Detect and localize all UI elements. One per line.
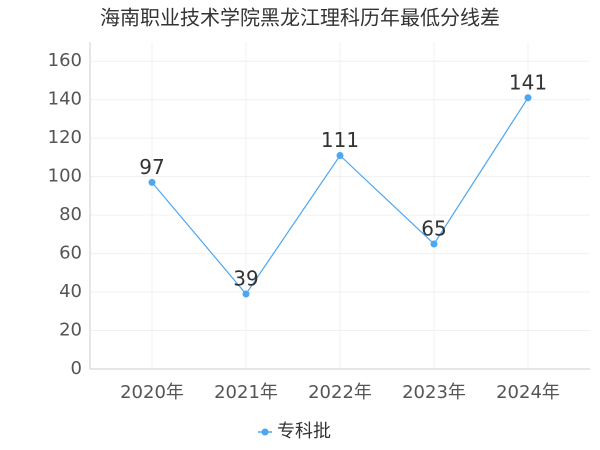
y-tick-label: 140 xyxy=(48,89,82,110)
x-tick-label: 2022年 xyxy=(308,382,372,403)
x-tick-label: 2024年 xyxy=(496,382,560,403)
data-label: 141 xyxy=(509,70,547,94)
chart-title: 海南职业技术学院黑龙江理科历年最低分线差 xyxy=(100,6,500,30)
x-tick-label: 2021年 xyxy=(214,382,278,403)
data-label: 39 xyxy=(233,266,258,290)
point xyxy=(430,240,438,248)
legend-marker xyxy=(261,428,269,436)
point xyxy=(336,151,344,159)
point xyxy=(242,290,250,298)
y-tick-label: 0 xyxy=(71,358,82,379)
point xyxy=(524,94,532,102)
y-tick-label: 80 xyxy=(59,204,82,225)
y-tick-label: 40 xyxy=(59,281,82,302)
x-tick-label: 2023年 xyxy=(402,382,466,403)
data-label: 65 xyxy=(421,216,446,240)
y-tick-label: 100 xyxy=(48,166,82,187)
data-label: 97 xyxy=(139,155,164,179)
y-tick-label: 20 xyxy=(59,320,82,341)
y-tick-label: 120 xyxy=(48,127,82,148)
x-tick-label: 2020年 xyxy=(120,382,184,403)
data-label: 111 xyxy=(321,128,359,152)
legend-label: 专科批 xyxy=(277,421,331,442)
point xyxy=(148,178,156,186)
y-tick-label: 60 xyxy=(59,243,82,264)
y-tick-label: 160 xyxy=(48,50,82,71)
